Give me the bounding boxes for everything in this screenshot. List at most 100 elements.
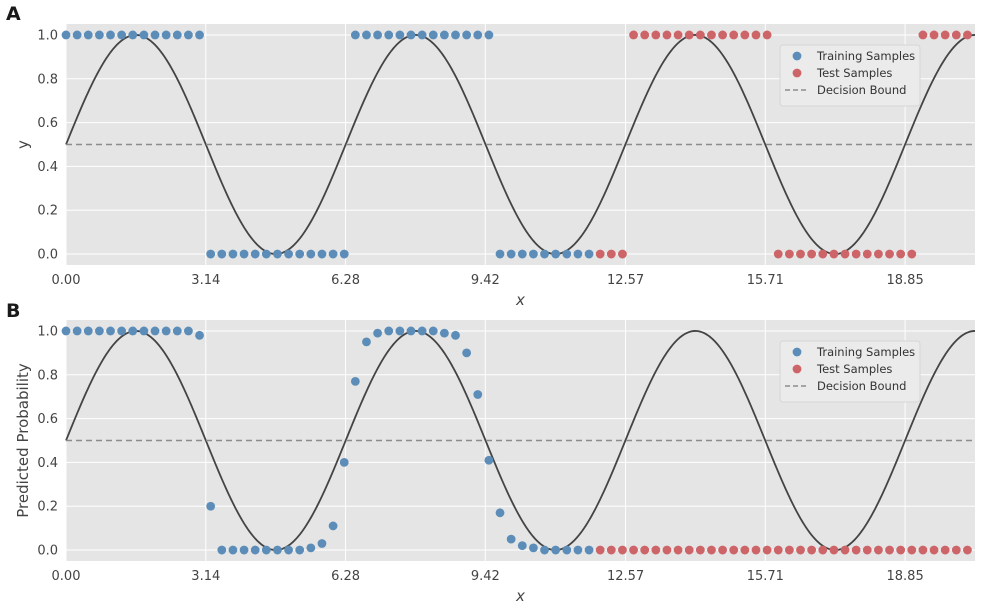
test-sample-point (929, 30, 939, 40)
y-tick-label: 0.8 (37, 368, 58, 383)
test-sample-point (707, 30, 716, 40)
training-sample-point (484, 30, 494, 40)
training-sample-point (261, 545, 271, 555)
training-sample-point (172, 326, 182, 336)
training-sample-point (517, 541, 527, 551)
test-sample-point (874, 249, 883, 259)
panel-a: A 0.00 3.14 6.28 9.42 12.57 15.71 18.85 0.0 0.2… (6, 3, 976, 309)
training-sample-point (128, 326, 138, 336)
y-tick-label: 0.0 (37, 544, 58, 559)
training-sample-point (406, 326, 416, 336)
x-axis-title-a: x (515, 291, 525, 309)
test-sample-point (940, 545, 950, 555)
y-tick-label: 0.4 (37, 160, 58, 175)
training-sample-point (83, 326, 93, 336)
panel-letter-a: A (6, 3, 21, 25)
training-sample-point (228, 545, 238, 555)
test-sample-point (629, 30, 638, 40)
training-sample-point (184, 30, 193, 40)
training-sample-point (362, 337, 371, 347)
test-sample-point (651, 545, 661, 555)
training-sample-point (150, 30, 160, 40)
training-sample-point (250, 249, 260, 259)
test-sample-point (929, 545, 939, 555)
x-tick-label: 6.28 (331, 273, 360, 288)
training-sample-point (250, 545, 260, 555)
legend-bound-label-b: Decision Bound (817, 379, 906, 393)
training-sample-point (428, 30, 438, 40)
training-sample-point (362, 30, 371, 40)
training-sample-point (395, 30, 405, 40)
y-axis-title-b: Predicted Probability (14, 363, 32, 518)
test-sample-point (662, 30, 672, 40)
training-sample-point (206, 501, 216, 511)
training-sample-point (317, 539, 327, 548)
training-sample-point (573, 249, 583, 259)
test-sample-point (662, 545, 672, 555)
training-sample-point (94, 30, 104, 40)
training-sample-point (61, 326, 71, 336)
panel-letter-b: B (6, 300, 20, 322)
legend-test-marker-b (792, 364, 802, 374)
test-sample-point (718, 30, 727, 40)
training-sample-point (94, 326, 104, 336)
training-sample-point (439, 328, 449, 338)
x-tick-label: 0.00 (52, 569, 81, 584)
training-sample-point (117, 30, 127, 40)
test-sample-point (918, 545, 928, 555)
test-sample-point (751, 545, 761, 555)
test-sample-point (862, 249, 872, 259)
training-sample-point (161, 30, 171, 40)
legend-training-label-a: Training Samples (816, 49, 915, 63)
training-sample-point (506, 249, 516, 259)
training-sample-point (150, 326, 160, 336)
test-sample-point (618, 545, 627, 555)
training-sample-point (584, 249, 594, 259)
test-sample-point (740, 30, 750, 40)
test-sample-point (829, 545, 839, 555)
training-sample-point (495, 249, 505, 259)
test-sample-point (796, 249, 805, 259)
legend-a: Training Samples Test Samples Decision B… (779, 44, 921, 107)
training-sample-point (139, 326, 149, 336)
legend-training-label-b: Training Samples (816, 345, 915, 359)
legend-test-label-b: Test Samples (816, 362, 892, 376)
training-sample-point (495, 508, 505, 518)
test-sample-point (684, 30, 694, 40)
training-sample-point (373, 328, 383, 338)
test-sample-point (951, 545, 961, 555)
training-sample-point (373, 30, 383, 40)
legend-training-marker-a (792, 51, 802, 61)
training-sample-point (562, 545, 572, 555)
training-sample-point (551, 545, 561, 555)
training-sample-point (128, 30, 138, 40)
x-tick-label: 3.14 (191, 273, 220, 288)
training-sample-point (195, 330, 204, 340)
test-sample-point (740, 545, 750, 555)
test-sample-point (684, 545, 694, 555)
training-sample-point (261, 249, 271, 259)
training-sample-point (206, 249, 216, 259)
test-sample-point (840, 249, 850, 259)
test-sample-point (640, 545, 650, 555)
x-tick-label: 3.14 (191, 569, 220, 584)
test-sample-point (629, 545, 638, 555)
x-tick-label: 9.42 (471, 569, 500, 584)
training-sample-point (428, 326, 438, 336)
test-sample-point (818, 249, 828, 259)
training-sample-point (506, 534, 516, 544)
test-sample-point (818, 545, 828, 555)
test-sample-point (651, 30, 661, 40)
test-sample-point (718, 545, 727, 555)
test-sample-point (851, 249, 861, 259)
training-sample-point (529, 249, 538, 259)
test-sample-point (963, 545, 972, 555)
legend-box-b (779, 340, 921, 403)
test-sample-point (885, 545, 894, 555)
training-sample-point (417, 30, 427, 40)
training-sample-point (451, 330, 460, 340)
training-sample-point (562, 249, 572, 259)
data-points-a (61, 30, 972, 259)
y-tick-label: 0.0 (37, 248, 58, 263)
test-sample-point (784, 545, 794, 555)
